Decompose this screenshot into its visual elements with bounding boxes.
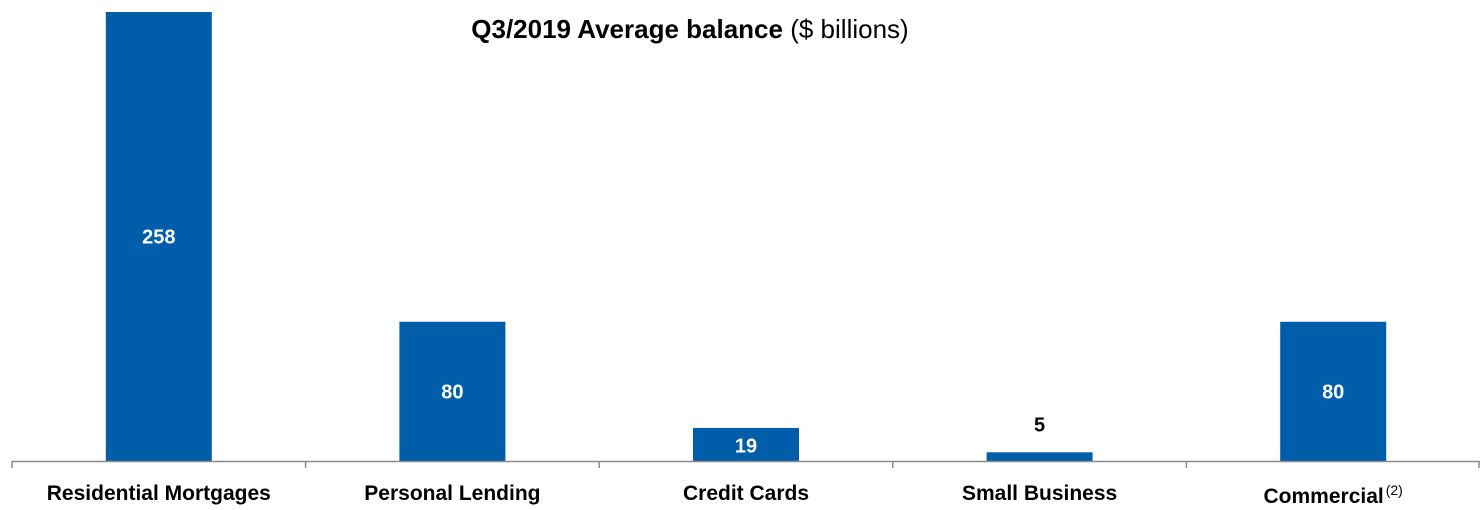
category-label-credit-cards: Credit Cards: [683, 482, 809, 506]
chart-title: Q3/2019 Average balance ($ billions): [0, 14, 1380, 45]
category-label-text: Credit Cards: [682, 482, 810, 505]
value-label-credit-cards: 19: [735, 435, 757, 457]
value-label-residential-mortgages: 258: [142, 227, 175, 249]
chart-title-main: Q3/2019 Average balance: [471, 14, 783, 44]
bar-residential-mortgages: [105, 12, 212, 461]
chart-title-units: ($ billions): [790, 14, 909, 44]
bars-group: [105, 12, 1387, 461]
category-label-commercial: Commercial (2): [1264, 482, 1403, 509]
bar-credit-cards: [693, 427, 799, 461]
category-label-residential-mortgages: Residential Mortgages: [47, 482, 271, 506]
value-label-commercial: 80: [1322, 381, 1344, 403]
category-label-text: Personal Lending: [364, 482, 541, 505]
value-label-personal-lending: 80: [441, 381, 463, 403]
value-labels-group: 258 80 19 5 80: [142, 227, 1344, 458]
bar-personal-lending: [399, 321, 506, 461]
footnote-marker: (2): [1385, 482, 1403, 498]
x-axis: [11, 460, 1480, 468]
bar-commercial: [1280, 321, 1387, 461]
bar-small-business: [986, 452, 1093, 461]
category-label-small-business: Small Business: [962, 482, 1117, 506]
value-label-small-business: 5: [1034, 414, 1045, 436]
category-label-text: Residential Mortgages: [46, 482, 271, 505]
category-label-personal-lending: Personal Lending: [364, 482, 540, 506]
category-label-text: Small Business: [961, 482, 1118, 505]
category-label-text: Commercial: [1263, 485, 1384, 508]
